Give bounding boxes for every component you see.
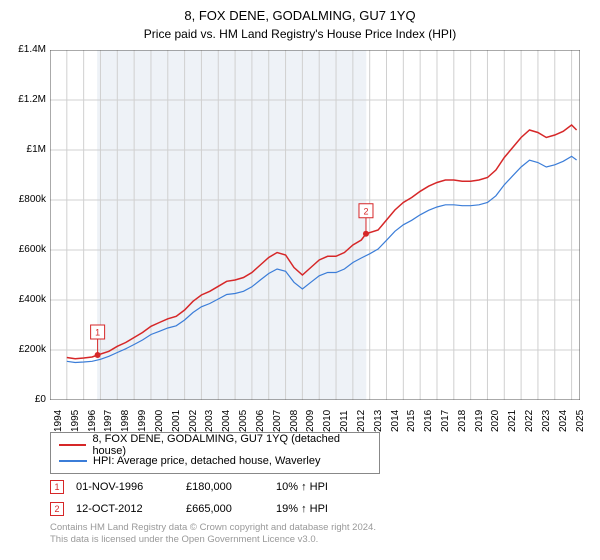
- x-tick-label: 1995: [70, 410, 81, 432]
- legend-swatch: [59, 444, 86, 446]
- chart-svg: 12: [50, 50, 580, 400]
- x-tick-label: 2000: [154, 410, 165, 432]
- x-tick-label: 2002: [188, 410, 199, 432]
- x-tick-label: 2014: [390, 410, 401, 432]
- x-tick-label: 2013: [373, 410, 384, 432]
- legend: 8, FOX DENE, GODALMING, GU7 1YQ (detache…: [50, 432, 380, 474]
- legend-label: 8, FOX DENE, GODALMING, GU7 1YQ (detache…: [92, 433, 371, 457]
- x-tick-label: 2010: [322, 410, 333, 432]
- x-tick-label: 2025: [575, 410, 586, 432]
- svg-text:2: 2: [363, 206, 368, 216]
- x-tick-label: 2001: [171, 410, 182, 432]
- x-tick-label: 2019: [474, 410, 485, 432]
- marker-pct: 10% ↑ HPI: [276, 481, 366, 493]
- y-tick-label: £0: [2, 394, 46, 405]
- x-tick-label: 2012: [356, 410, 367, 432]
- footer-line: This data is licensed under the Open Gov…: [50, 534, 376, 546]
- x-tick-label: 2004: [221, 410, 232, 432]
- footer-line: Contains HM Land Registry data © Crown c…: [50, 522, 376, 534]
- marker-row: 1 01-NOV-1996 £180,000 10% ↑ HPI: [50, 476, 366, 498]
- y-tick-label: £800k: [2, 194, 46, 205]
- x-tick-label: 2015: [406, 410, 417, 432]
- x-tick-label: 2021: [507, 410, 518, 432]
- x-tick-label: 2022: [524, 410, 535, 432]
- chart-subtitle: Price paid vs. HM Land Registry's House …: [0, 23, 600, 41]
- x-tick-label: 2024: [558, 410, 569, 432]
- x-tick-label: 1996: [87, 410, 98, 432]
- x-tick-label: 2020: [490, 410, 501, 432]
- x-tick-label: 2011: [339, 410, 350, 432]
- marker-date: 12-OCT-2012: [76, 503, 186, 515]
- x-tick-label: 2018: [457, 410, 468, 432]
- x-tick-label: 1997: [103, 410, 114, 432]
- marker-price: £180,000: [186, 481, 276, 493]
- marker-badge: 2: [50, 502, 64, 516]
- x-tick-label: 1998: [120, 410, 131, 432]
- x-tick-label: 2023: [541, 410, 552, 432]
- x-tick-label: 1994: [53, 410, 64, 432]
- y-tick-label: £600k: [2, 244, 46, 255]
- x-tick-label: 2003: [204, 410, 215, 432]
- x-tick-label: 2008: [289, 410, 300, 432]
- x-tick-label: 1999: [137, 410, 148, 432]
- chart-plot-area: 12: [50, 50, 580, 400]
- x-tick-label: 2016: [423, 410, 434, 432]
- x-tick-label: 2007: [272, 410, 283, 432]
- footer: Contains HM Land Registry data © Crown c…: [50, 522, 376, 547]
- x-tick-label: 2009: [305, 410, 316, 432]
- y-tick-label: £1M: [2, 144, 46, 155]
- y-tick-label: £400k: [2, 294, 46, 305]
- marker-price: £665,000: [186, 503, 276, 515]
- marker-table: 1 01-NOV-1996 £180,000 10% ↑ HPI 2 12-OC…: [50, 476, 366, 520]
- legend-label: HPI: Average price, detached house, Wave…: [93, 455, 320, 467]
- marker-date: 01-NOV-1996: [76, 481, 186, 493]
- svg-text:1: 1: [95, 328, 100, 338]
- marker-pct: 19% ↑ HPI: [276, 503, 366, 515]
- chart-title: 8, FOX DENE, GODALMING, GU7 1YQ: [0, 0, 600, 23]
- y-tick-label: £1.2M: [2, 94, 46, 105]
- x-tick-label: 2006: [255, 410, 266, 432]
- legend-item: 8, FOX DENE, GODALMING, GU7 1YQ (detache…: [59, 437, 371, 453]
- x-tick-label: 2017: [440, 410, 451, 432]
- x-tick-label: 2005: [238, 410, 249, 432]
- y-tick-label: £1.4M: [2, 44, 46, 55]
- marker-badge: 1: [50, 480, 64, 494]
- legend-swatch: [59, 460, 87, 462]
- marker-row: 2 12-OCT-2012 £665,000 19% ↑ HPI: [50, 498, 366, 520]
- y-tick-label: £200k: [2, 344, 46, 355]
